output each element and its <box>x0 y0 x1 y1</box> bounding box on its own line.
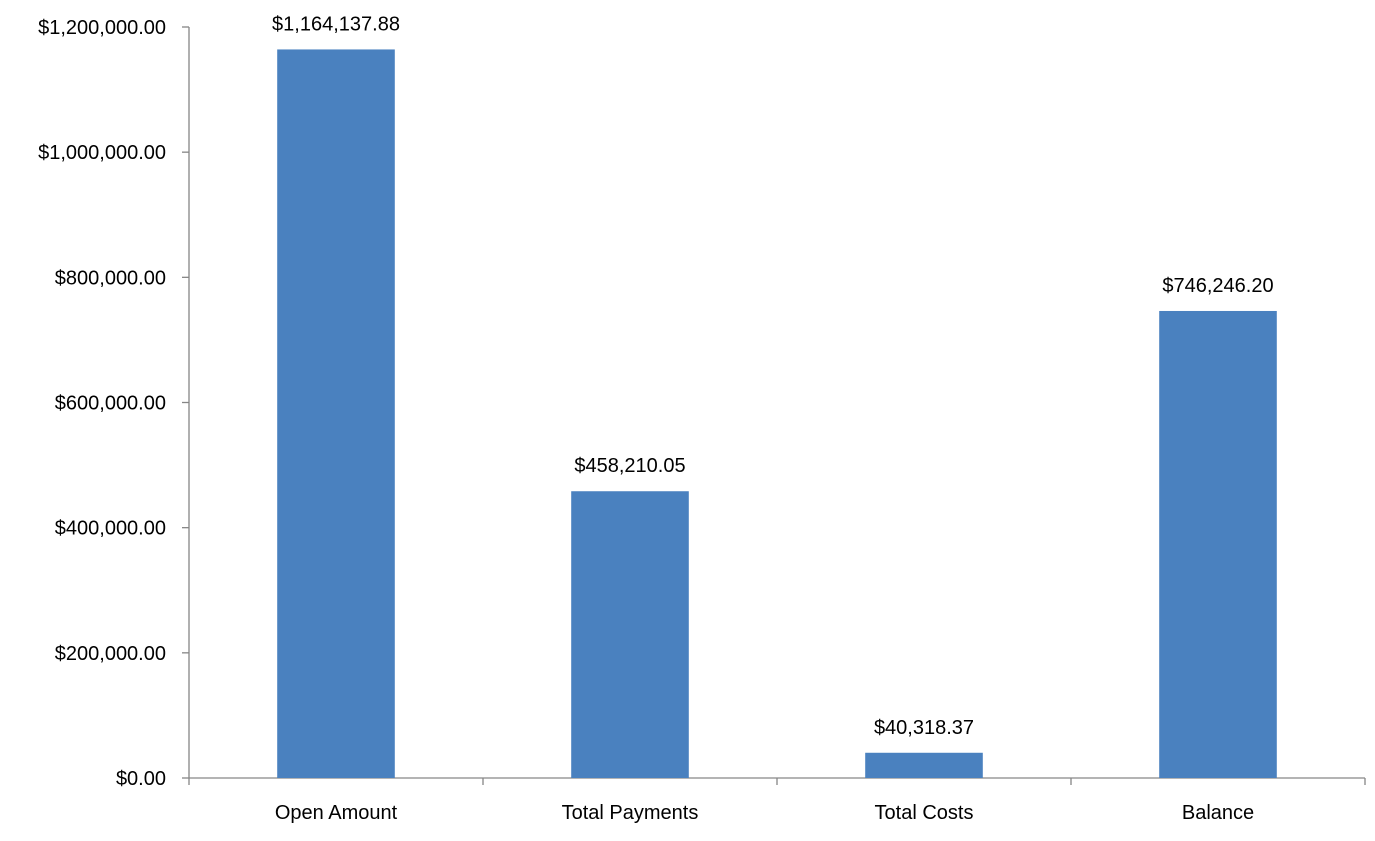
bar-series <box>277 49 1277 778</box>
y-tick-label: $1,200,000.00 <box>38 17 166 39</box>
bar-data-label: $1,164,137.88 <box>272 13 400 35</box>
y-tick-label: $800,000.00 <box>55 267 166 289</box>
data-labels: $1,164,137.88 $458,210.05 $40,318.37 $746,2… <box>272 13 1274 738</box>
bar <box>277 49 395 778</box>
bar <box>865 752 983 778</box>
y-tick-label: $1,000,000.00 <box>38 142 166 164</box>
y-tick-label: $600,000.00 <box>55 393 166 415</box>
x-axis: Open Amount Total Payments Total Costs Bala… <box>188 777 1366 824</box>
y-tick-label: $0.00 <box>116 768 166 790</box>
x-tick-label: Open Amount <box>275 802 398 824</box>
bar-data-label: $458,210.05 <box>574 455 685 477</box>
x-tick-label: Total Payments <box>562 802 699 824</box>
y-tick-label: $200,000.00 <box>55 643 166 665</box>
x-tick-label: Balance <box>1182 802 1254 824</box>
bar <box>1159 310 1277 778</box>
bar <box>571 491 689 778</box>
bar-data-label: $40,318.37 <box>874 717 974 739</box>
x-tick-label: Total Costs <box>875 802 974 824</box>
bar-data-label: $746,246.20 <box>1162 275 1273 297</box>
y-tick-label: $400,000.00 <box>55 518 166 540</box>
y-axis: $0.00 $200,000.00 $400,000.00 $600,000.00 $8… <box>38 17 190 790</box>
